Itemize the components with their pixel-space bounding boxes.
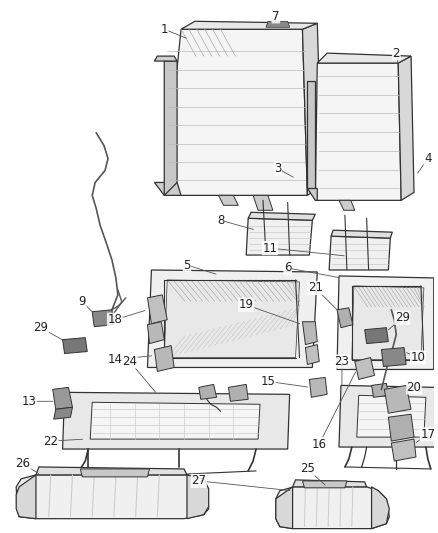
- Text: 20: 20: [406, 381, 421, 394]
- Polygon shape: [276, 487, 389, 529]
- Polygon shape: [371, 487, 389, 529]
- Polygon shape: [155, 345, 174, 372]
- Polygon shape: [80, 469, 149, 477]
- Polygon shape: [199, 384, 216, 399]
- Polygon shape: [164, 61, 177, 196]
- Polygon shape: [339, 385, 436, 447]
- Text: 10: 10: [410, 351, 425, 364]
- Text: 19: 19: [239, 298, 254, 311]
- Text: 15: 15: [261, 375, 276, 388]
- Polygon shape: [389, 414, 414, 441]
- Polygon shape: [293, 480, 367, 487]
- Polygon shape: [307, 188, 317, 200]
- Polygon shape: [381, 348, 406, 367]
- Polygon shape: [307, 81, 315, 188]
- Polygon shape: [385, 385, 411, 413]
- Text: 6: 6: [284, 262, 291, 274]
- Polygon shape: [337, 276, 434, 369]
- Text: 14: 14: [107, 353, 122, 366]
- Polygon shape: [16, 475, 208, 519]
- Polygon shape: [352, 286, 424, 360]
- Polygon shape: [339, 200, 355, 211]
- Polygon shape: [53, 387, 72, 409]
- Polygon shape: [315, 63, 401, 200]
- Polygon shape: [54, 407, 72, 419]
- Text: 11: 11: [262, 241, 277, 255]
- Polygon shape: [266, 21, 290, 27]
- Polygon shape: [219, 196, 238, 205]
- Polygon shape: [187, 475, 208, 519]
- Text: 23: 23: [335, 355, 350, 368]
- Polygon shape: [92, 310, 114, 327]
- Polygon shape: [398, 56, 414, 200]
- Text: 13: 13: [21, 395, 36, 408]
- Polygon shape: [181, 21, 317, 29]
- Text: 29: 29: [33, 321, 48, 334]
- Text: 27: 27: [191, 474, 206, 487]
- Text: 29: 29: [395, 311, 410, 324]
- Polygon shape: [371, 383, 389, 397]
- Polygon shape: [365, 328, 389, 344]
- Text: 21: 21: [308, 281, 323, 294]
- Polygon shape: [276, 487, 293, 529]
- Polygon shape: [148, 270, 317, 367]
- Polygon shape: [148, 295, 167, 324]
- Polygon shape: [253, 196, 273, 211]
- Polygon shape: [329, 236, 390, 270]
- Polygon shape: [164, 29, 307, 196]
- Polygon shape: [357, 395, 426, 437]
- Text: 16: 16: [312, 438, 327, 450]
- Text: 22: 22: [43, 434, 58, 448]
- Text: 1: 1: [160, 23, 168, 36]
- Text: 25: 25: [300, 463, 315, 475]
- Text: 5: 5: [183, 259, 191, 271]
- Polygon shape: [331, 230, 392, 238]
- Text: 4: 4: [424, 152, 431, 165]
- Polygon shape: [16, 475, 36, 519]
- Polygon shape: [63, 392, 290, 449]
- Polygon shape: [303, 23, 322, 196]
- Polygon shape: [317, 53, 411, 63]
- Text: 3: 3: [274, 162, 282, 175]
- Polygon shape: [148, 322, 164, 344]
- Polygon shape: [229, 384, 248, 401]
- Text: 17: 17: [420, 427, 435, 441]
- Polygon shape: [90, 402, 260, 439]
- Polygon shape: [63, 337, 87, 353]
- Polygon shape: [309, 377, 327, 397]
- Text: 18: 18: [107, 313, 122, 326]
- Text: 26: 26: [16, 457, 31, 471]
- Polygon shape: [155, 56, 177, 61]
- Polygon shape: [337, 308, 353, 328]
- Polygon shape: [303, 481, 347, 488]
- Polygon shape: [36, 467, 187, 475]
- Polygon shape: [164, 280, 300, 358]
- Polygon shape: [305, 345, 319, 365]
- Text: 9: 9: [78, 295, 86, 308]
- Text: 7: 7: [272, 10, 279, 23]
- Polygon shape: [303, 322, 317, 345]
- Text: 8: 8: [217, 214, 224, 227]
- Polygon shape: [246, 218, 312, 255]
- Polygon shape: [248, 212, 315, 220]
- Polygon shape: [391, 439, 416, 461]
- Text: 24: 24: [122, 355, 137, 368]
- Text: 2: 2: [392, 46, 400, 60]
- Polygon shape: [155, 182, 181, 196]
- Polygon shape: [355, 358, 374, 379]
